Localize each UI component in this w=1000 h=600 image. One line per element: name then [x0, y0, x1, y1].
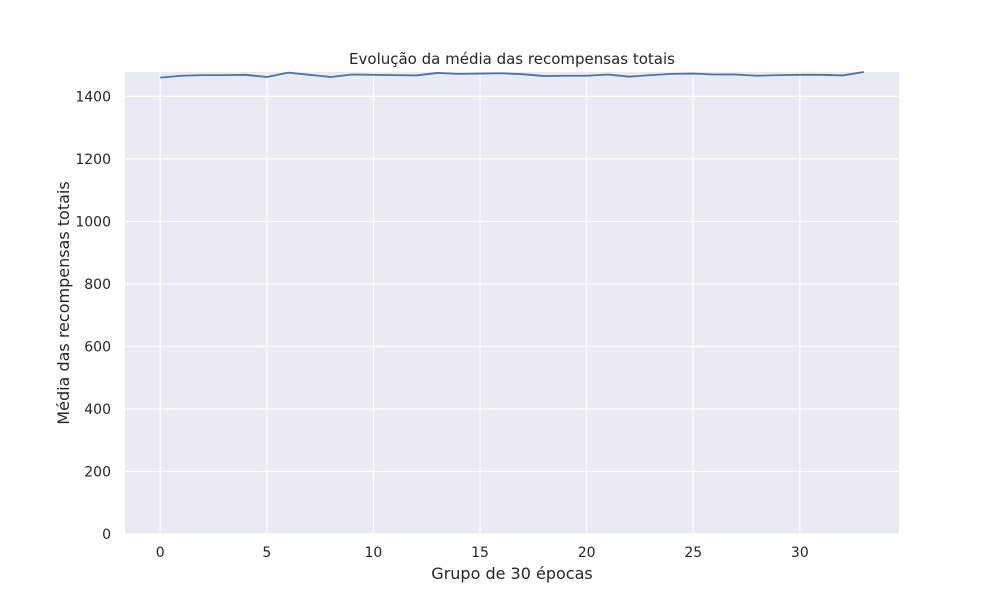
data-point	[522, 73, 524, 75]
data-point	[714, 74, 716, 76]
chart-title: Evolução da média das recompensas totais	[349, 50, 675, 68]
data-point	[650, 74, 652, 76]
series-layer	[159, 71, 865, 79]
x-tick-label: 15	[471, 545, 489, 561]
data-point	[543, 75, 545, 77]
data-point	[756, 75, 758, 77]
data-point	[692, 73, 694, 75]
y-tick-label: 200	[84, 464, 111, 480]
data-point	[458, 73, 460, 75]
x-tick-label: 10	[364, 545, 382, 561]
y-tick-label: 1400	[75, 89, 111, 105]
data-point	[223, 74, 225, 76]
data-point	[351, 74, 353, 76]
data-point	[863, 71, 865, 73]
y-tick-label: 800	[84, 277, 111, 293]
data-point	[309, 74, 311, 76]
data-point	[479, 73, 481, 75]
data-point	[330, 76, 332, 78]
data-point	[586, 75, 588, 77]
data-point	[735, 74, 737, 76]
x-tick-label: 0	[156, 545, 165, 561]
data-point	[628, 76, 630, 78]
data-point	[373, 74, 375, 76]
data-point	[671, 73, 673, 75]
x-axis-label: Grupo de 30 épocas	[431, 564, 592, 583]
data-point	[820, 74, 822, 76]
x-tick-label: 30	[791, 545, 809, 561]
y-tick-label: 400	[84, 402, 111, 418]
y-tick-label: 600	[84, 339, 111, 355]
data-point	[607, 74, 609, 76]
data-point	[266, 76, 268, 78]
data-point	[842, 75, 844, 77]
data-point	[394, 74, 396, 76]
data-point	[500, 72, 502, 74]
x-tick-label: 25	[684, 545, 702, 561]
data-point	[415, 75, 417, 77]
x-tick-label: 20	[578, 545, 596, 561]
data-point	[799, 74, 801, 76]
data-point	[436, 72, 438, 74]
y-gridlines	[125, 95, 899, 535]
series-line	[160, 71, 864, 79]
y-tick-labels: 0 200 400 600 800 1000 1200 1400	[75, 89, 111, 543]
data-point	[181, 75, 183, 77]
x-tick-labels: 0 5 10 15 20 25 30	[156, 545, 809, 561]
data-point	[778, 74, 780, 76]
plot-area	[125, 72, 899, 534]
data-point	[202, 74, 204, 76]
y-tick-label: 0	[102, 527, 111, 543]
y-axis-label: Média das recompensas totais	[54, 181, 73, 424]
data-point	[564, 75, 566, 77]
x-gridlines	[159, 72, 801, 534]
y-tick-label: 1200	[75, 152, 111, 168]
x-tick-label: 5	[262, 545, 271, 561]
data-point	[159, 77, 161, 79]
data-point	[245, 74, 247, 76]
data-point	[287, 72, 289, 74]
y-tick-label: 1000	[75, 214, 111, 230]
